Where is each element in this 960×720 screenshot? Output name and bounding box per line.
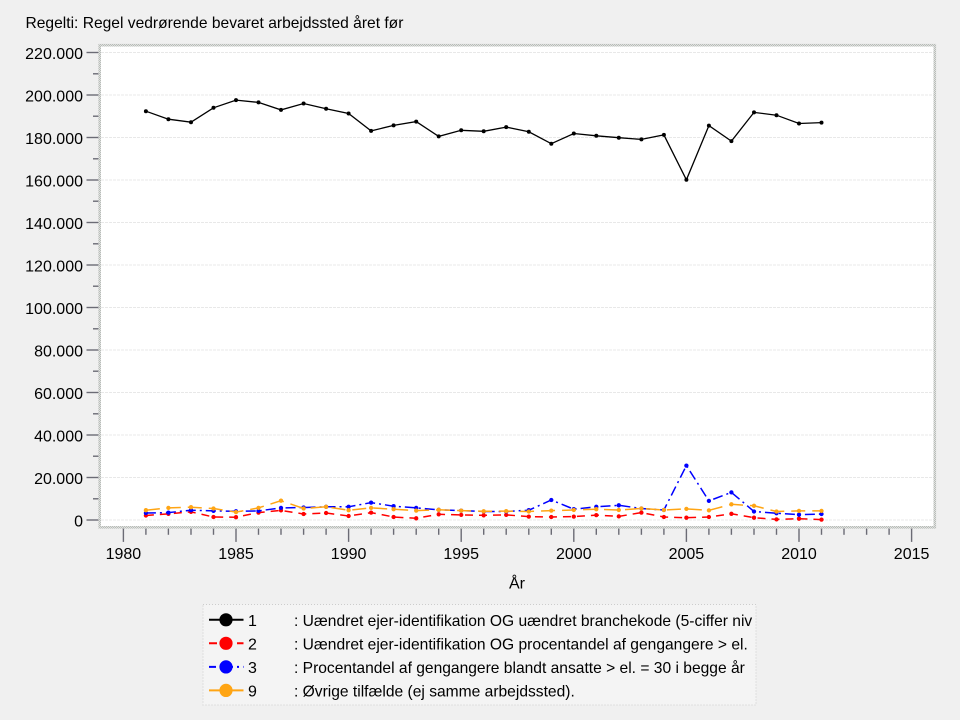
svg-text:: Uændret ejer-identifikation: : Uændret ejer-identifikation OG uændret…	[294, 613, 752, 630]
svg-text:2015: 2015	[894, 546, 930, 563]
svg-text:2: 2	[248, 636, 257, 653]
svg-text:140.000: 140.000	[25, 216, 83, 233]
svg-text:1995: 1995	[443, 546, 479, 563]
svg-text:220.000: 220.000	[25, 46, 83, 63]
svg-text:: Øvrige tilfælde (ej samme ar: : Øvrige tilfælde (ej samme arbejdssted)…	[294, 683, 575, 700]
svg-text:1985: 1985	[218, 546, 254, 563]
svg-text:160.000: 160.000	[25, 173, 83, 190]
svg-text:200.000: 200.000	[25, 88, 83, 105]
svg-text:2010: 2010	[781, 546, 817, 563]
svg-text:1980: 1980	[106, 546, 142, 563]
svg-text:20.000: 20.000	[34, 471, 83, 488]
svg-text:: Procentandel af gengangere b: : Procentandel af gengangere blandt ansa…	[294, 659, 745, 677]
svg-text:2005: 2005	[669, 546, 705, 563]
svg-text:År: År	[509, 574, 526, 593]
svg-text:9: 9	[248, 683, 257, 700]
svg-text:60.000: 60.000	[34, 386, 83, 403]
svg-text:2000: 2000	[556, 546, 592, 563]
svg-text:40.000: 40.000	[34, 428, 83, 445]
svg-text:120.000: 120.000	[25, 258, 83, 275]
svg-text:100.000: 100.000	[25, 301, 83, 318]
svg-text:: Uændret ejer-identifikation: : Uændret ejer-identifikation OG procent…	[294, 636, 748, 653]
svg-text:180.000: 180.000	[25, 131, 83, 148]
svg-text:0: 0	[74, 513, 83, 530]
svg-text:80.000: 80.000	[34, 343, 83, 360]
svg-text:3: 3	[248, 660, 257, 677]
svg-text:1: 1	[248, 613, 257, 630]
svg-text:1990: 1990	[331, 546, 367, 563]
